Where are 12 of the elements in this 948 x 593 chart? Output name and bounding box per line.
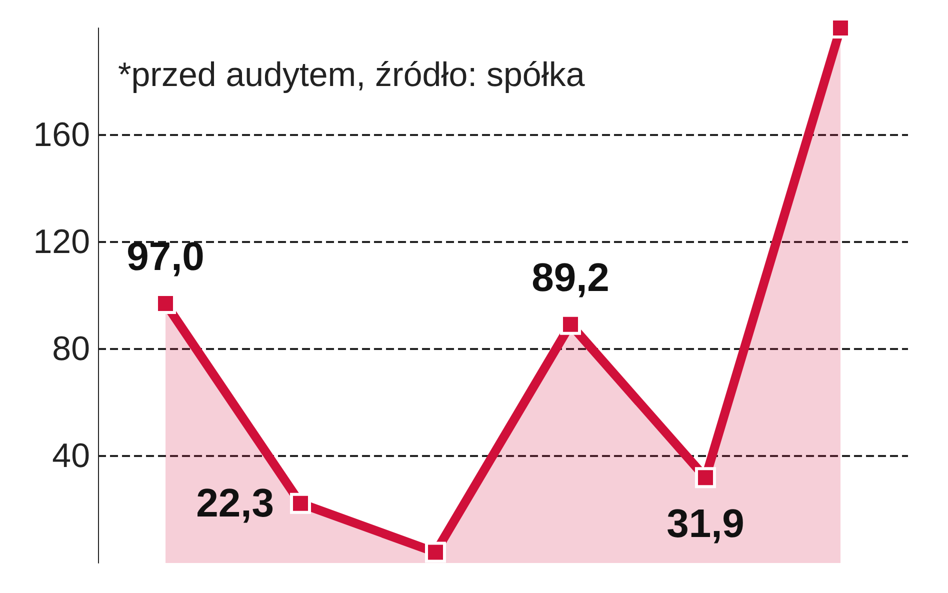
y-tick-label: 120 [33,223,90,261]
data-label: 89,2 [532,256,610,300]
y-tick-label: 80 [52,330,90,368]
annotation: *przed audytem, źródło: spółka [118,56,585,94]
y-tick-label: 40 [52,437,90,475]
data-label: 97,0 [126,235,204,280]
point [695,467,716,488]
y-tick-label: 160 [33,116,90,154]
data-label: 31,9 [666,502,744,546]
point [290,492,311,514]
point [425,542,446,563]
data-label: 22,3 [196,481,274,526]
